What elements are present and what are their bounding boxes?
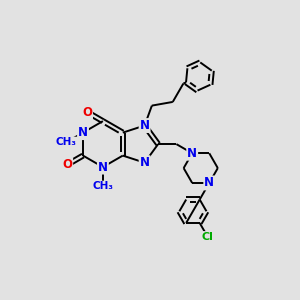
Text: CH₃: CH₃ [92, 181, 113, 191]
Text: O: O [62, 158, 72, 171]
Text: N: N [204, 176, 214, 190]
Text: N: N [187, 147, 197, 160]
Text: CH₃: CH₃ [56, 137, 77, 147]
Text: N: N [78, 126, 88, 139]
Text: N: N [140, 156, 150, 169]
Text: N: N [98, 160, 108, 174]
Text: Cl: Cl [202, 232, 214, 242]
Text: N: N [140, 119, 150, 132]
Text: O: O [82, 106, 92, 118]
